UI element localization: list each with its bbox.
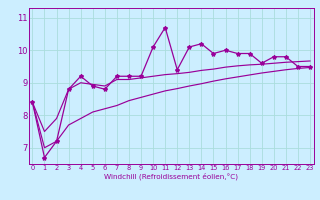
X-axis label: Windchill (Refroidissement éolien,°C): Windchill (Refroidissement éolien,°C)	[104, 173, 238, 180]
